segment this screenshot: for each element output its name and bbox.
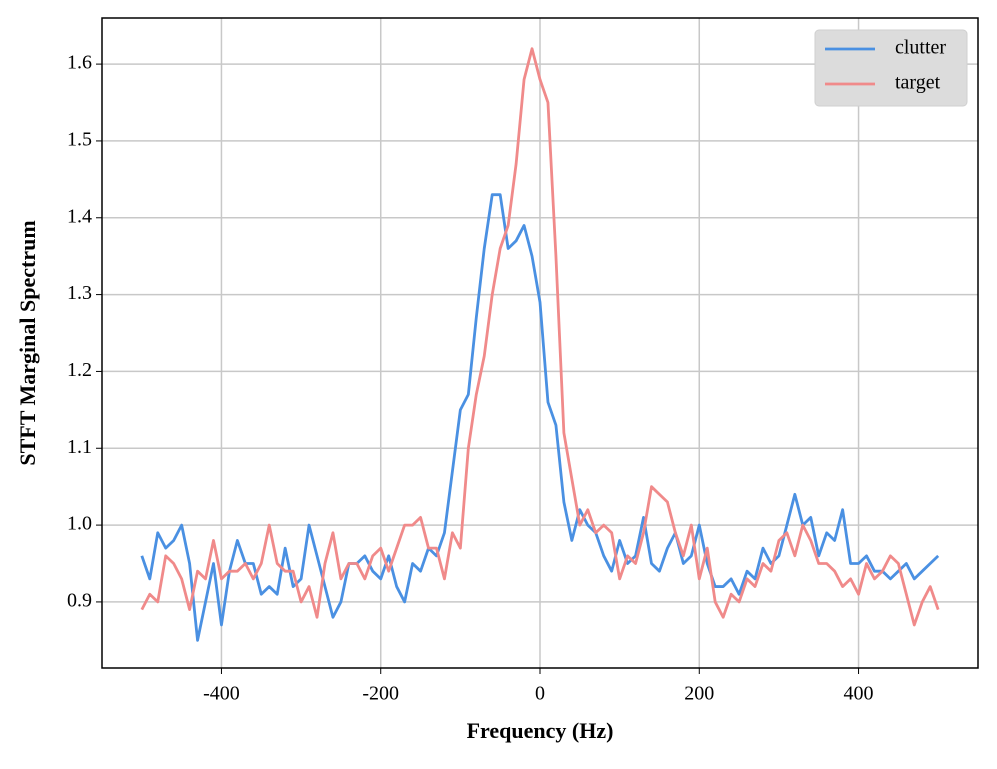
y-tick-label: 0.9 bbox=[67, 590, 92, 612]
x-tick-label: -400 bbox=[203, 683, 240, 705]
x-axis-label: Frequency (Hz) bbox=[467, 718, 614, 743]
legend-label: target bbox=[895, 72, 941, 94]
legend-label: clutter bbox=[895, 37, 946, 59]
x-tick-label: 200 bbox=[684, 683, 714, 705]
y-axis-label: STFT Marginal Spectrum bbox=[15, 220, 40, 465]
plot-frame bbox=[101, 17, 979, 669]
data-line bbox=[140, 47, 940, 627]
x-tick-label: -200 bbox=[362, 683, 399, 705]
data-line bbox=[140, 193, 940, 642]
y-tick-label: 1.0 bbox=[67, 513, 92, 535]
legend: clutter target bbox=[814, 29, 968, 107]
x-tick-label: 0 bbox=[535, 683, 545, 705]
x-tick-label: 400 bbox=[844, 683, 874, 705]
y-tick-label: 1.3 bbox=[67, 282, 92, 304]
y-tick-label: 1.4 bbox=[67, 205, 92, 227]
y-tick-label: 1.6 bbox=[67, 52, 92, 74]
y-tick-label: 1.1 bbox=[67, 436, 92, 458]
y-tick-label: 1.5 bbox=[67, 129, 92, 151]
y-tick-label: 1.2 bbox=[67, 359, 92, 381]
